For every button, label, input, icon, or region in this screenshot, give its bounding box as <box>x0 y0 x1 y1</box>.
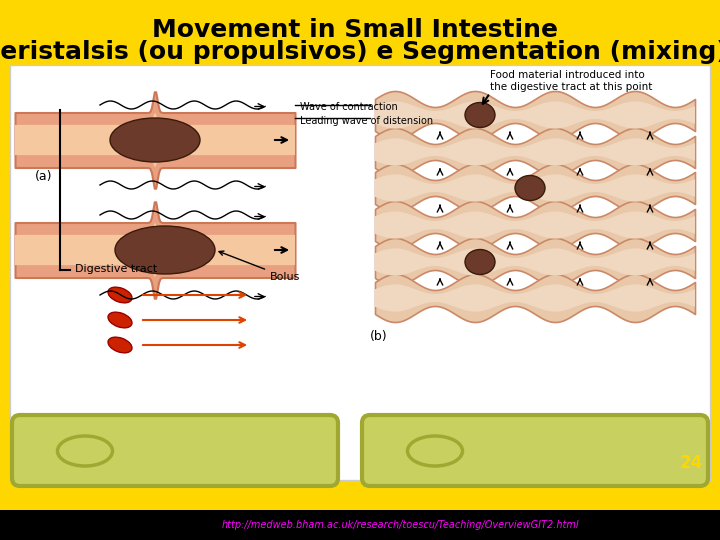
Text: Digestive tract: Digestive tract <box>75 264 157 274</box>
Ellipse shape <box>115 226 215 274</box>
Ellipse shape <box>110 118 200 162</box>
Text: Peristalsis (ou propulsivos) e Segmentation (mixing): Peristalsis (ou propulsivos) e Segmentat… <box>0 40 720 64</box>
Ellipse shape <box>408 436 462 466</box>
Ellipse shape <box>465 249 495 274</box>
FancyBboxPatch shape <box>0 510 720 540</box>
FancyBboxPatch shape <box>10 65 710 480</box>
Ellipse shape <box>58 436 112 466</box>
Text: 24: 24 <box>680 454 703 472</box>
Text: the digestive tract at this point: the digestive tract at this point <box>490 82 652 92</box>
Text: Movement in Small Intestine: Movement in Small Intestine <box>152 18 558 42</box>
Text: (a): (a) <box>35 170 53 183</box>
Ellipse shape <box>108 287 132 303</box>
Ellipse shape <box>465 103 495 127</box>
Text: Food material introduced into: Food material introduced into <box>490 70 644 80</box>
FancyBboxPatch shape <box>362 415 708 486</box>
Text: Leading wave of distension: Leading wave of distension <box>300 116 433 126</box>
Text: Wave of contraction: Wave of contraction <box>300 102 397 112</box>
Ellipse shape <box>515 176 545 200</box>
Text: http://medweb.bham.ac.uk/research/toescu/Teaching/OverviewGIT2.html: http://medweb.bham.ac.uk/research/toescu… <box>221 520 579 530</box>
Ellipse shape <box>108 312 132 328</box>
FancyBboxPatch shape <box>12 415 338 486</box>
Text: Bolus: Bolus <box>219 251 300 282</box>
Ellipse shape <box>108 337 132 353</box>
Text: (b): (b) <box>370 330 387 343</box>
